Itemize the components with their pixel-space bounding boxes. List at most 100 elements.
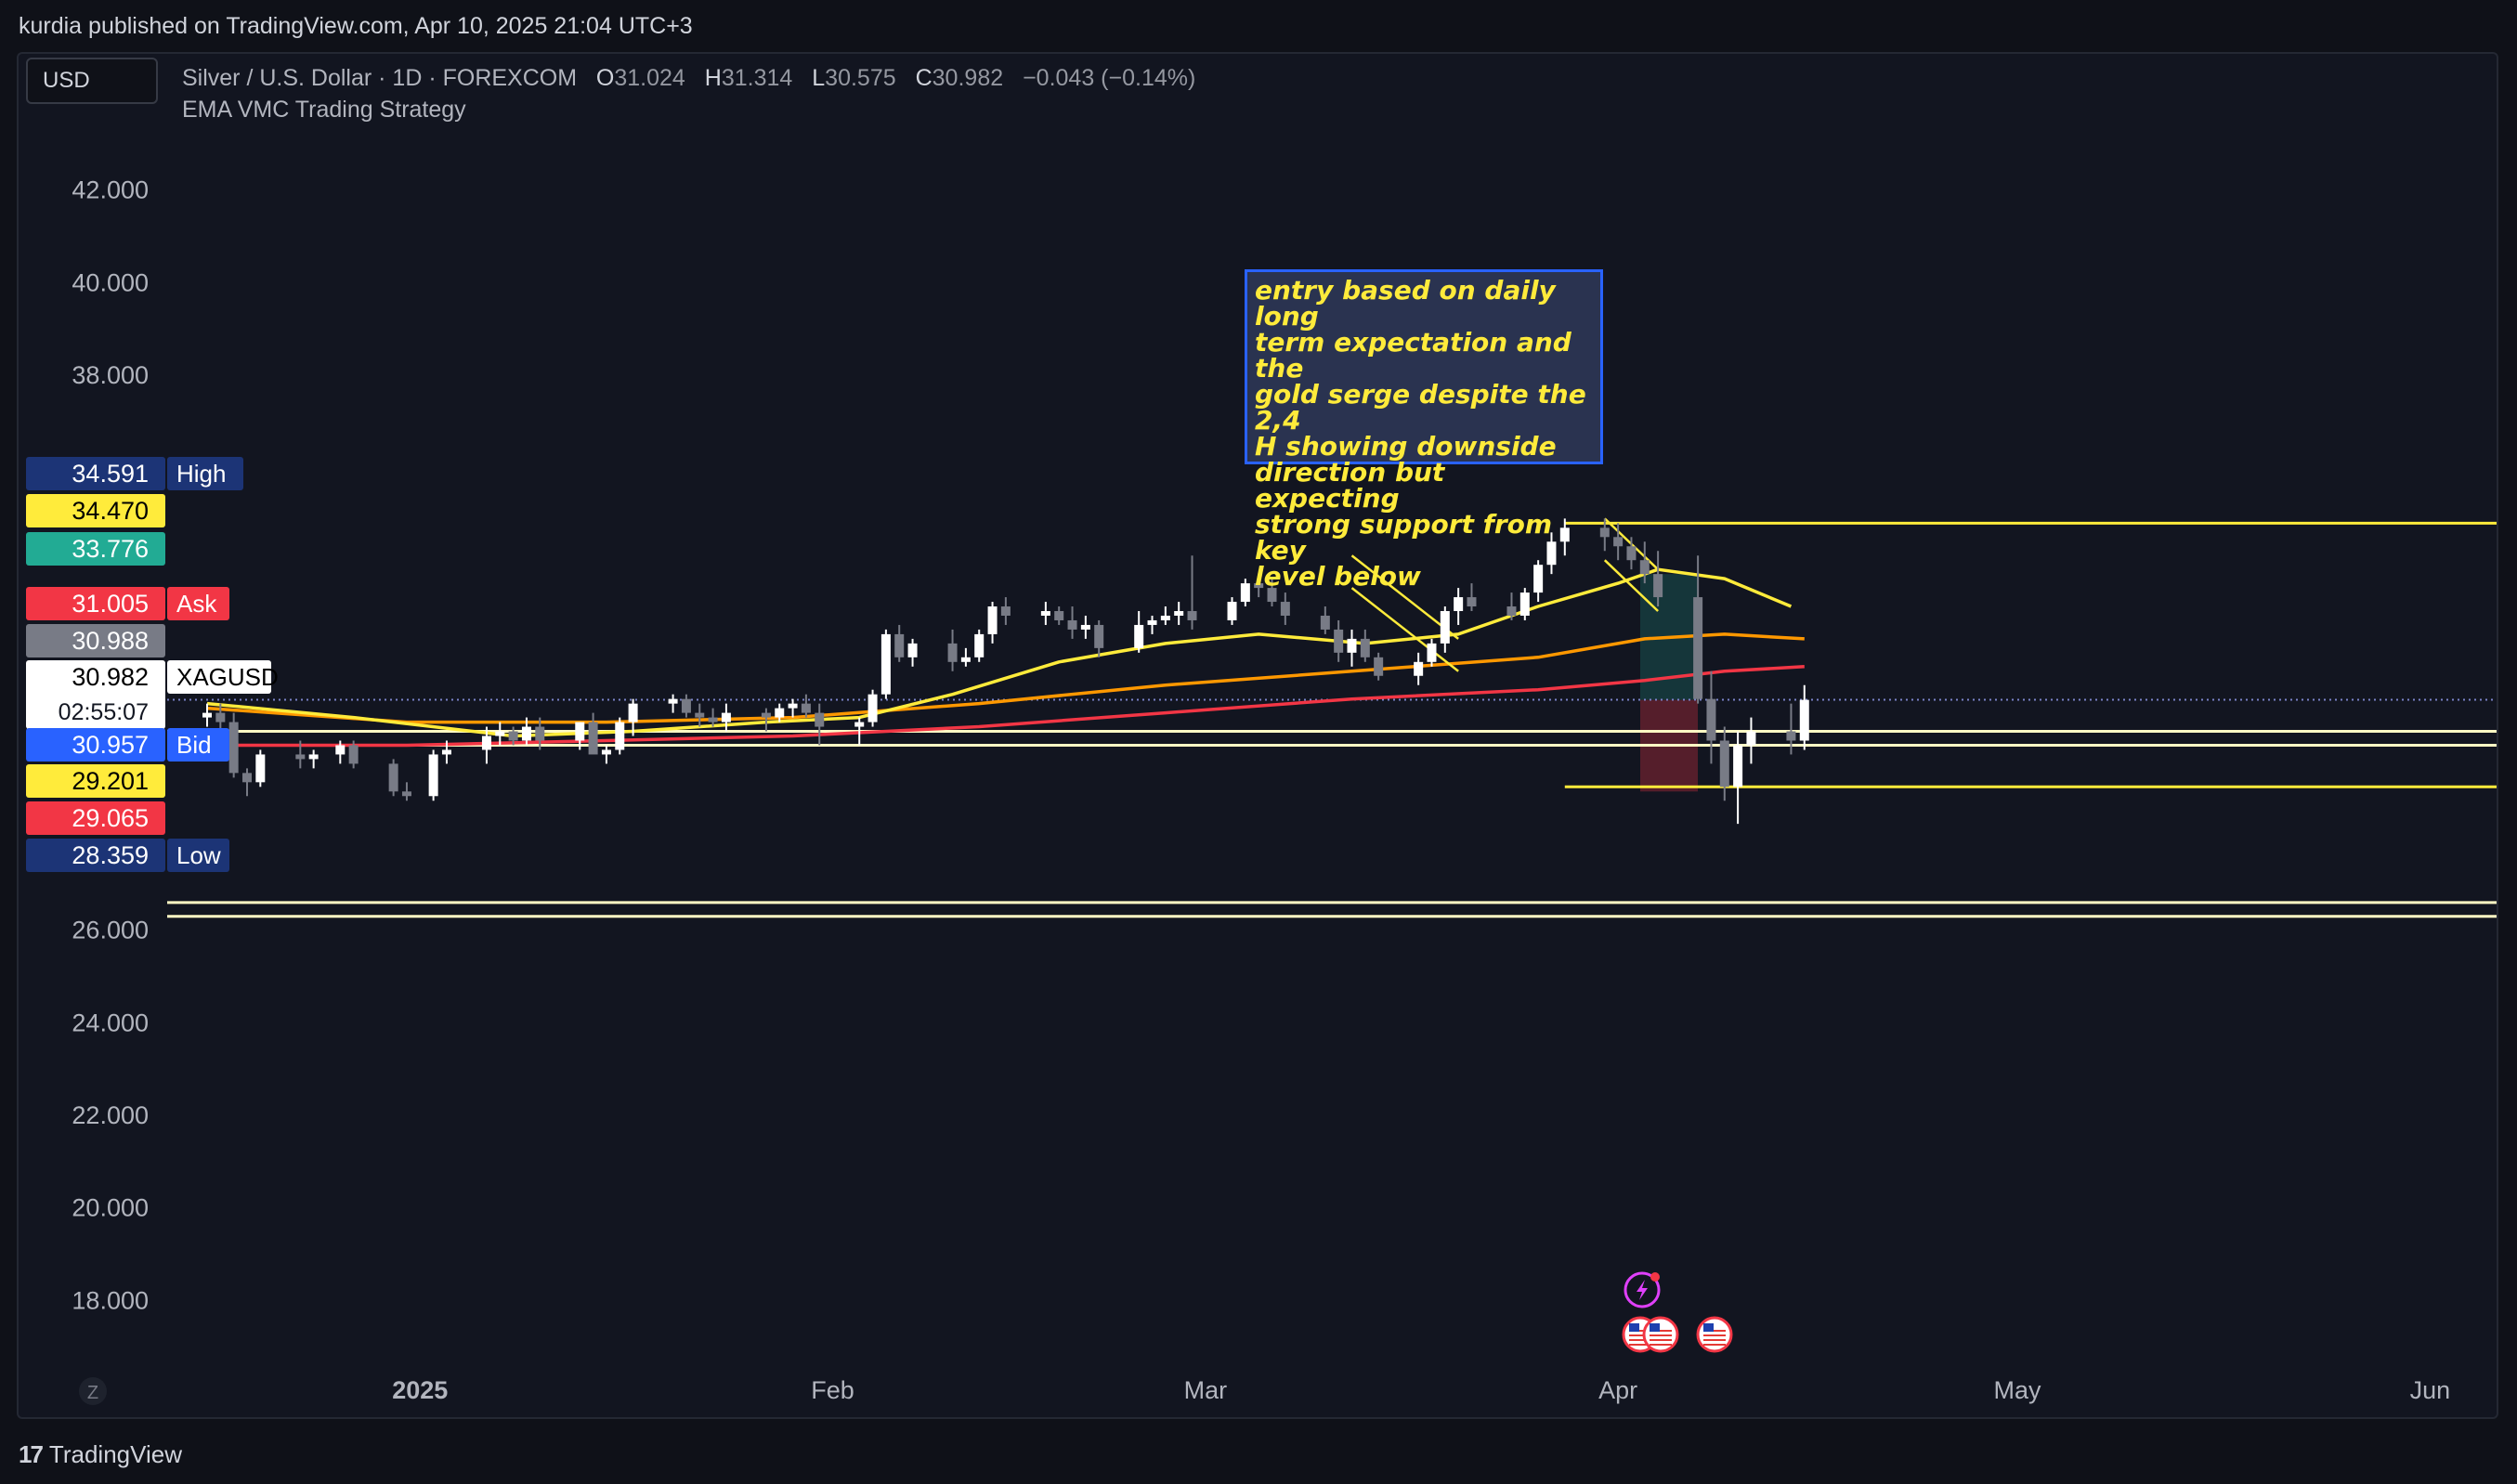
candle-body[interactable]	[1187, 611, 1197, 620]
candle-body[interactable]	[1786, 731, 1796, 741]
candle-body[interactable]	[1040, 611, 1050, 616]
candle-body[interactable]	[588, 722, 598, 755]
lightning-icon[interactable]	[1624, 1271, 1661, 1308]
x-tick-label: Mar	[1184, 1376, 1228, 1404]
candle-body[interactable]	[1467, 597, 1477, 607]
candle-body[interactable]	[974, 633, 985, 657]
candle-body[interactable]	[1599, 527, 1610, 538]
candle-body[interactable]	[1546, 541, 1557, 566]
candle-body[interactable]	[441, 749, 451, 755]
candle-body[interactable]	[1454, 597, 1464, 612]
candle-body[interactable]	[1613, 537, 1624, 547]
candle-body[interactable]	[681, 698, 691, 713]
candle-body[interactable]	[668, 698, 678, 704]
candle-body[interactable]	[1054, 611, 1064, 620]
candle-body[interactable]	[615, 722, 625, 750]
candle-body[interactable]	[1746, 731, 1756, 746]
candle-body[interactable]	[1000, 606, 1011, 616]
x-tick-label: May	[1994, 1376, 2042, 1404]
candle-body[interactable]	[1360, 638, 1370, 657]
candle-body[interactable]	[1733, 745, 1743, 788]
currency-button[interactable]: USD	[26, 58, 158, 104]
candle-body[interactable]	[801, 703, 811, 713]
candle-body[interactable]	[894, 633, 905, 657]
candle-body[interactable]	[335, 745, 346, 755]
candle-body[interactable]	[348, 745, 359, 764]
trade-note[interactable]: entry based on daily long term expectati…	[1245, 269, 1603, 590]
candle-body[interactable]	[308, 754, 319, 760]
candle-body[interactable]	[947, 643, 958, 662]
candle-body[interactable]	[495, 731, 505, 736]
candle-body[interactable]	[1160, 615, 1170, 620]
candle-body[interactable]	[1427, 643, 1437, 662]
candle-body[interactable]	[1374, 657, 1384, 676]
candle-body[interactable]	[1533, 565, 1544, 593]
candle-body[interactable]	[1719, 740, 1729, 788]
timezone-icon[interactable]	[79, 1377, 107, 1405]
ema-fast-line[interactable]	[206, 567, 1793, 738]
candle-body[interactable]	[1440, 611, 1450, 644]
candle-body[interactable]	[854, 722, 865, 727]
candle-body[interactable]	[1506, 606, 1517, 616]
candle-body[interactable]	[960, 657, 971, 662]
candle-body[interactable]	[1227, 602, 1237, 620]
candle-body[interactable]	[1280, 602, 1290, 616]
candle-body[interactable]	[481, 735, 491, 750]
candle-body[interactable]	[1334, 629, 1344, 653]
candle-body[interactable]	[388, 763, 398, 792]
candle-body[interactable]	[1267, 588, 1277, 603]
candle-body[interactable]	[401, 791, 411, 797]
candle-body[interactable]	[255, 754, 266, 783]
candle-body[interactable]	[521, 726, 531, 741]
candle-body[interactable]	[1414, 661, 1424, 676]
candle-body[interactable]	[867, 694, 878, 722]
price-label	[26, 587, 165, 620]
candle-body[interactable]	[295, 754, 306, 760]
candle-body[interactable]	[721, 712, 731, 722]
candle-body[interactable]	[695, 712, 705, 718]
candle-body[interactable]	[761, 712, 771, 718]
candle-body[interactable]	[1559, 527, 1570, 542]
candle-body[interactable]	[1706, 698, 1716, 741]
candle-body[interactable]	[1347, 638, 1357, 653]
candle-body[interactable]	[708, 717, 718, 722]
candle-body[interactable]	[1240, 583, 1250, 603]
candle-body[interactable]	[1519, 592, 1530, 616]
candle-body[interactable]	[202, 712, 212, 718]
candle-body[interactable]	[575, 722, 585, 741]
candle-body[interactable]	[815, 712, 825, 727]
candle-body[interactable]	[788, 703, 798, 709]
indicator-name[interactable]: EMA VMC Trading Strategy	[182, 97, 466, 123]
candle-body[interactable]	[1094, 624, 1104, 648]
candle-body[interactable]	[215, 712, 226, 722]
candle-body[interactable]	[1639, 560, 1650, 575]
candle-body[interactable]	[508, 731, 518, 741]
candle-body[interactable]	[1626, 546, 1637, 561]
candle-body[interactable]	[1693, 597, 1703, 699]
footer-brand[interactable]: 17 TradingView	[19, 1436, 182, 1473]
candle-body[interactable]	[428, 754, 438, 797]
open-value: 31.024	[614, 65, 685, 91]
candle-body[interactable]	[1147, 619, 1157, 625]
candle-body[interactable]	[1254, 583, 1264, 589]
candle-body[interactable]	[1174, 611, 1184, 616]
candle-body[interactable]	[228, 722, 239, 774]
candle-body[interactable]	[241, 773, 252, 783]
channel-line[interactable]	[1350, 587, 1459, 672]
candle-body[interactable]	[987, 606, 998, 634]
candle-body[interactable]	[775, 708, 785, 718]
candle-body[interactable]	[1134, 624, 1144, 648]
candle-body[interactable]	[1067, 619, 1077, 630]
candle-body[interactable]	[1080, 624, 1090, 630]
channel-line[interactable]	[1603, 559, 1659, 612]
candle-body[interactable]	[1799, 699, 1809, 741]
candle-body[interactable]	[1320, 615, 1330, 630]
symbol-name[interactable]: Silver / U.S. Dollar · 1D · FOREXCOM	[182, 65, 578, 91]
candle-body[interactable]	[601, 749, 611, 755]
candle-body[interactable]	[907, 643, 918, 657]
candle-body[interactable]	[1653, 574, 1663, 598]
candle-body[interactable]	[880, 633, 891, 695]
candle-body[interactable]	[628, 703, 638, 722]
candle-body[interactable]	[535, 726, 545, 741]
